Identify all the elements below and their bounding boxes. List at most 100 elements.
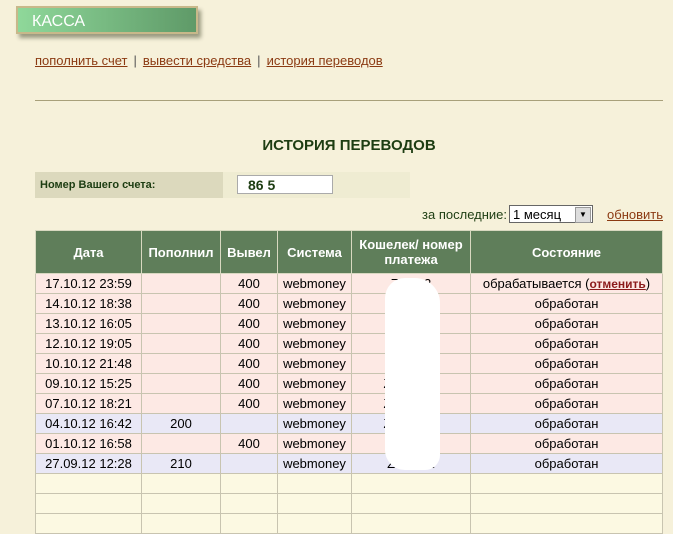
table-row: 27.09.12 12:28210webmoneyZ36 192обработа… bbox=[35, 453, 663, 474]
empty-cell bbox=[220, 493, 278, 514]
cell-dep bbox=[141, 333, 221, 354]
table-row: 10.10.12 21:48400webmoneyZ36 192обработа… bbox=[35, 353, 663, 374]
cell-status: обработан bbox=[470, 413, 663, 434]
cell-sys: webmoney bbox=[277, 273, 352, 294]
period-select[interactable]: 1 месяц ▼ bbox=[509, 205, 594, 223]
status-text: обработан bbox=[534, 296, 599, 311]
redaction-mark bbox=[385, 278, 440, 470]
cell-sys: webmoney bbox=[277, 333, 352, 354]
cell-wd bbox=[220, 413, 278, 434]
separator: | bbox=[257, 53, 261, 68]
cell-sys: webmoney bbox=[277, 433, 352, 454]
status-text: обработан bbox=[534, 376, 599, 391]
period-value: 1 месяц bbox=[513, 207, 562, 222]
cell-status: обработан bbox=[470, 373, 663, 394]
period-label: за последние: bbox=[422, 206, 508, 222]
cell-wd: 400 bbox=[220, 353, 278, 374]
cell-date: 10.10.12 21:48 bbox=[35, 353, 142, 374]
cell-wd: 400 bbox=[220, 433, 278, 454]
cell-date: 17.10.12 23:59 bbox=[35, 273, 142, 294]
table-row: 13.10.12 16:05400webmoneyZ36 92обработан bbox=[35, 313, 663, 334]
account-number: 86 5 bbox=[237, 175, 333, 194]
cell-sys: webmoney bbox=[277, 313, 352, 334]
empty-cell bbox=[351, 513, 471, 534]
empty-cell bbox=[35, 513, 142, 534]
account-box: Номер Вашего счета: 86 5 bbox=[35, 172, 410, 198]
empty-row bbox=[35, 493, 663, 514]
column-header: Вывел bbox=[220, 230, 278, 274]
nav-deposit[interactable]: пополнить счет bbox=[35, 53, 128, 68]
cell-status: обработан bbox=[470, 353, 663, 374]
cell-date: 04.10.12 16:42 bbox=[35, 413, 142, 434]
empty-cell bbox=[277, 513, 352, 534]
status-text: обработан bbox=[534, 456, 599, 471]
cell-sys: webmoney bbox=[277, 353, 352, 374]
empty-cell bbox=[277, 473, 352, 494]
column-header: Система bbox=[277, 230, 352, 274]
empty-cell bbox=[35, 493, 142, 514]
empty-cell bbox=[35, 473, 142, 494]
cell-dep: 200 bbox=[141, 413, 221, 434]
table-row: 14.10.12 18:38400webmoneyZ36 92обработан bbox=[35, 293, 663, 314]
cell-wd: 400 bbox=[220, 373, 278, 394]
cell-wd: 400 bbox=[220, 333, 278, 354]
cell-wd bbox=[220, 453, 278, 474]
empty-row bbox=[35, 473, 663, 494]
empty-cell bbox=[141, 493, 221, 514]
account-label: Номер Вашего счета: bbox=[35, 172, 223, 198]
cell-sys: webmoney bbox=[277, 373, 352, 394]
cell-dep bbox=[141, 433, 221, 454]
cell-dep bbox=[141, 393, 221, 414]
separator: | bbox=[133, 53, 137, 68]
cell-dep: 210 bbox=[141, 453, 221, 474]
cell-date: 01.10.12 16:58 bbox=[35, 433, 142, 454]
cancel-link[interactable]: отменить bbox=[589, 277, 646, 291]
column-header: Пополнил bbox=[141, 230, 221, 274]
empty-cell bbox=[277, 493, 352, 514]
nav-history[interactable]: история переводов bbox=[266, 53, 383, 68]
cell-wd: 400 bbox=[220, 293, 278, 314]
table-row: 17.10.12 23:59400webmoneyZ36 92обрабатыв… bbox=[35, 273, 663, 294]
cell-wd: 400 bbox=[220, 393, 278, 414]
column-header: Дата bbox=[35, 230, 142, 274]
cell-status: обработан bbox=[470, 333, 663, 354]
cell-status: обработан bbox=[470, 393, 663, 414]
empty-cell bbox=[220, 473, 278, 494]
cell-status: обрабатывается (отменить) bbox=[470, 273, 663, 294]
nav-links: пополнить счет | вывести средства | история … bbox=[35, 53, 383, 68]
empty-cell bbox=[351, 493, 471, 514]
empty-cell bbox=[470, 473, 663, 494]
cell-dep bbox=[141, 373, 221, 394]
cell-status: обработан bbox=[470, 293, 663, 314]
cell-date: 13.10.12 16:05 bbox=[35, 313, 142, 334]
empty-row bbox=[35, 513, 663, 534]
status-tail: ) bbox=[645, 276, 651, 291]
cell-date: 27.09.12 12:28 bbox=[35, 453, 142, 474]
table-row: 04.10.12 16:42200webmoneyZ36 5192обработ… bbox=[35, 413, 663, 434]
refresh-link[interactable]: обновить bbox=[607, 206, 663, 222]
cell-sys: webmoney bbox=[277, 413, 352, 434]
cell-wd: 400 bbox=[220, 273, 278, 294]
status-text: обработан bbox=[534, 436, 599, 451]
period-filter: за последние: 1 месяц ▼ обновить bbox=[422, 205, 663, 223]
chevron-down-icon[interactable]: ▼ bbox=[575, 207, 592, 223]
page-title: ИСТОРИЯ ПЕРЕВОДОВ bbox=[262, 137, 436, 154]
cell-dep bbox=[141, 293, 221, 314]
status-text: обработан bbox=[534, 316, 599, 331]
cell-dep bbox=[141, 313, 221, 334]
empty-cell bbox=[141, 513, 221, 534]
status-text: обработан bbox=[534, 336, 599, 351]
empty-cell bbox=[220, 513, 278, 534]
status-text: обработан bbox=[534, 396, 599, 411]
cell-date: 07.10.12 18:21 bbox=[35, 393, 142, 414]
empty-cell bbox=[351, 473, 471, 494]
empty-cell bbox=[470, 513, 663, 534]
nav-withdraw[interactable]: вывести средства bbox=[142, 53, 252, 68]
status-text: обрабатывается ( bbox=[482, 276, 590, 291]
divider bbox=[35, 100, 663, 101]
table-row: 09.10.12 15:25400webmoneyZ36 5192обработ… bbox=[35, 373, 663, 394]
cell-dep bbox=[141, 273, 221, 294]
cell-date: 09.10.12 15:25 bbox=[35, 373, 142, 394]
status-text: обработан bbox=[534, 416, 599, 431]
history-table: Дата Пополнил Вывел Система Кошелек/ номер п… bbox=[35, 230, 663, 534]
